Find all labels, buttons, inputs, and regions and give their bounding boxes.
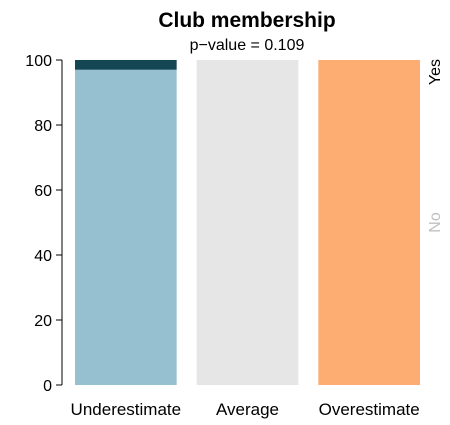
x-category-label: Overestimate (319, 400, 420, 419)
x-axis-labels: Underestimate Average Overestimate (71, 400, 420, 419)
x-category-label: Average (216, 400, 279, 419)
bar-no-overestimate (318, 60, 420, 385)
bar-yes-underestimate (75, 60, 177, 70)
y-axis: 0 20 40 60 80 100 (25, 53, 63, 395)
y-tick-label: 0 (43, 378, 52, 395)
chart-title: Club membership (158, 9, 335, 32)
segment-label-no: No (427, 212, 444, 233)
y-tick-label: 20 (34, 313, 52, 330)
y-tick-label: 40 (34, 248, 52, 265)
bars (75, 60, 420, 385)
y-tick-label: 100 (25, 53, 52, 70)
segment-labels: Yes No (427, 59, 444, 233)
y-tick-label: 80 (34, 118, 52, 135)
chart-subtitle: p−value = 0.109 (190, 37, 305, 54)
segment-label-yes: Yes (427, 59, 444, 85)
bar-no-underestimate (75, 69, 177, 385)
x-category-label: Underestimate (71, 400, 182, 419)
bar-no-average (196, 60, 299, 385)
y-tick-label: 60 (34, 183, 52, 200)
